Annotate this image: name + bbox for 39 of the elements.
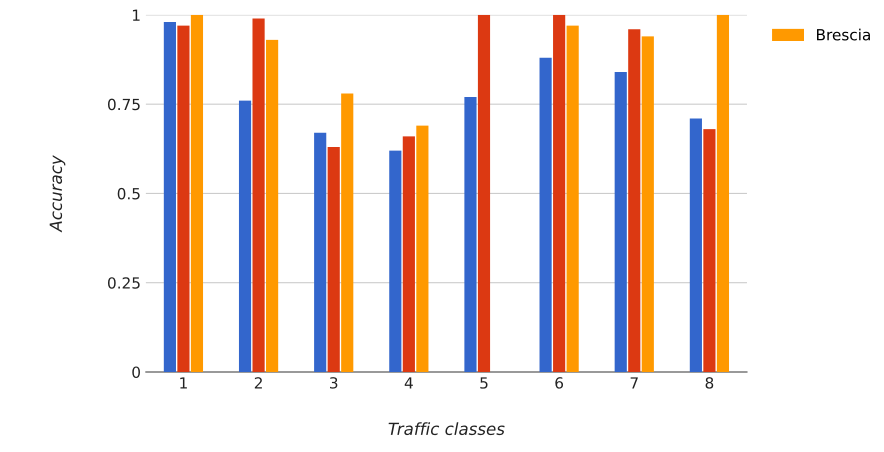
bar (238, 100, 252, 372)
bar (478, 14, 490, 372)
bar (266, 40, 278, 372)
bar (614, 72, 627, 372)
bar (690, 118, 702, 372)
bar (164, 22, 176, 372)
x-axis-title: Traffic classes (388, 422, 505, 436)
y-tick-label: 0.75 (108, 98, 140, 110)
bar (716, 14, 730, 372)
bar (540, 58, 552, 372)
bar (314, 132, 326, 372)
bar (402, 136, 415, 372)
x-tick-label: 1 (180, 377, 187, 388)
y-tick-label: 0.5 (118, 188, 140, 200)
x-tick-label: 5 (480, 377, 488, 389)
x-tick-label: 3 (330, 377, 338, 389)
bar (389, 150, 402, 372)
x-tick-label: 2 (254, 377, 262, 388)
bar (177, 26, 190, 372)
bar (252, 18, 265, 372)
bar (190, 14, 204, 372)
bar (416, 126, 428, 372)
bar (328, 147, 340, 372)
y-tick-label: 1 (132, 10, 140, 21)
bar (566, 26, 579, 372)
bar (341, 93, 354, 372)
x-tick-label: 6 (555, 377, 564, 389)
x-tick-label: 8 (706, 377, 714, 389)
x-tick-label: 7 (630, 377, 638, 388)
legend-label: Brescia (817, 28, 870, 40)
x-tick-label: 4 (404, 377, 413, 388)
y-axis-title: Accuracy (50, 155, 66, 233)
y-tick-label: 0.25 (108, 277, 140, 289)
bar (464, 97, 477, 372)
bar (642, 36, 654, 372)
bar (628, 29, 640, 372)
y-tick-label: 0 (132, 366, 140, 378)
bar (553, 14, 566, 372)
bar (703, 129, 716, 372)
